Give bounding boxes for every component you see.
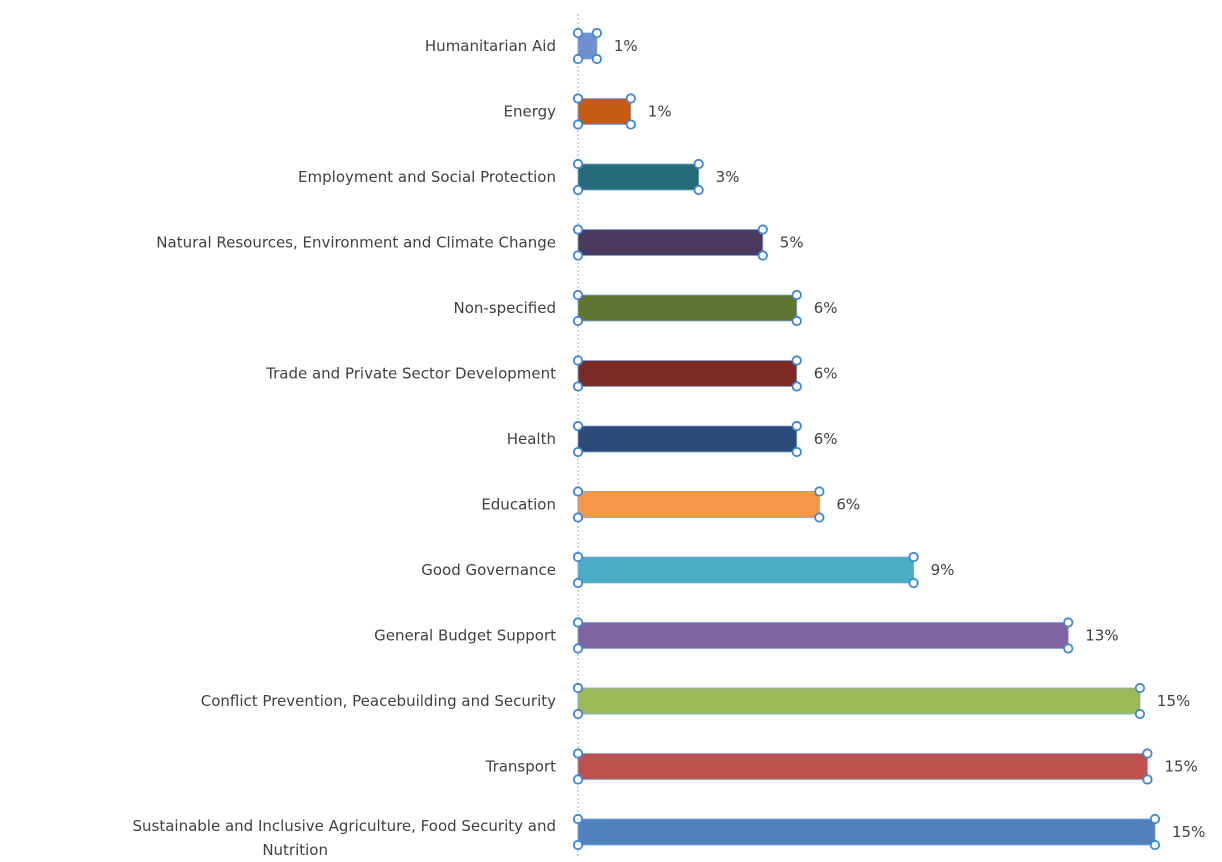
bar-employment-and-social-protection[interactable] [577,163,700,191]
labels-layer: Humanitarian Aid 1% Energy 1% Employment and… [132,37,1205,859]
selection-handle[interactable] [572,446,584,458]
selection-handle[interactable] [791,289,802,301]
selection-handle[interactable] [572,93,584,104]
selection-handle[interactable] [572,682,584,694]
selection-handle[interactable] [814,512,825,523]
category-label-transport: Transport [485,758,557,776]
selection-handle[interactable] [791,381,802,392]
selection-handle[interactable] [693,184,704,196]
category-label-conflict-prevention-peacebuilding-and-security: Conflict Prevention, Peacebuilding and S… [201,692,556,710]
selection-handle[interactable] [572,158,584,170]
value-label-education: 6% [836,496,860,514]
value-label-sustainable-and-inclusive-agriculture-food-security-and-nutrition: 15% [1172,823,1205,841]
selection-handle[interactable] [572,577,584,589]
selection-handle[interactable] [572,748,584,759]
selection-handle[interactable] [572,250,584,261]
value-label-conflict-prevention-peacebuilding-and-security: 15% [1157,692,1190,710]
bar-transport[interactable] [577,753,1148,780]
selection-handle[interactable] [572,551,584,563]
value-label-health: 6% [814,430,838,448]
bar-non-specified[interactable] [577,294,798,322]
bars-layer [572,27,1161,851]
selection-handle[interactable] [1134,682,1146,694]
bar-general-budget-support[interactable] [577,622,1069,649]
bar-natural-resources-environment-and-climate-change[interactable] [577,229,764,256]
selection-handle[interactable] [572,774,584,785]
bar-humanitarian-aid[interactable] [577,32,598,60]
value-label-trade-and-private-sector-development: 6% [814,365,838,383]
category-label-trade-and-private-sector-development: Trade and Private Sector Development [265,365,556,383]
bar-energy[interactable] [577,98,632,125]
selection-handle[interactable] [572,381,584,392]
category-label-sustainable-and-inclusive-agriculture-food-security-and-nutrition: Sustainable and Inclusive Agriculture, F… [132,817,556,858]
selection-handle[interactable] [1134,708,1146,720]
value-label-general-budget-support: 13% [1085,627,1118,645]
selection-handle[interactable] [572,486,584,497]
value-label-non-specified: 6% [814,299,838,317]
selection-handle[interactable] [791,446,802,458]
selection-handle[interactable] [572,355,584,366]
selection-handle[interactable] [572,839,584,851]
selection-handle[interactable] [757,250,768,261]
selection-handle[interactable] [591,27,602,39]
value-label-employment-and-social-protection: 3% [716,168,740,186]
selection-handle[interactable] [572,27,584,39]
selection-handle[interactable] [572,184,584,196]
selection-handle[interactable] [1149,813,1161,825]
selection-handle[interactable] [791,315,802,327]
selection-handle[interactable] [572,224,584,235]
value-label-good-governance: 9% [931,561,955,579]
selection-handle[interactable] [908,577,919,589]
selection-handle[interactable] [1142,748,1153,759]
value-label-transport: 15% [1164,758,1197,776]
selection-handle[interactable] [814,486,825,497]
selection-handle[interactable] [591,53,602,65]
selection-handle[interactable] [572,708,584,720]
value-label-humanitarian-aid: 1% [614,37,638,55]
selection-handle[interactable] [625,93,636,104]
category-label-education: Education [481,496,556,514]
selection-handle[interactable] [572,813,584,825]
selection-handle[interactable] [1149,839,1161,851]
value-label-energy: 1% [648,103,672,121]
category-label-energy: Energy [503,103,556,121]
selection-handle[interactable] [1063,643,1074,654]
bar-sustainable-and-inclusive-agriculture-food-security-and-nutrition[interactable] [577,818,1156,846]
bar-trade-and-private-sector-development[interactable] [577,360,798,387]
bar-education[interactable] [577,491,820,518]
selection-handle[interactable] [572,119,584,130]
selection-handle[interactable] [572,617,584,628]
category-label-good-governance: Good Governance [421,561,556,579]
selection-handle[interactable] [572,289,584,301]
category-label-humanitarian-aid: Humanitarian Aid [425,37,556,55]
selection-handle[interactable] [791,420,802,432]
category-label-health: Health [507,430,556,448]
category-label-general-budget-support: General Budget Support [374,627,556,645]
selection-handle[interactable] [791,355,802,366]
bar-conflict-prevention-peacebuilding-and-security[interactable] [577,687,1141,715]
selection-handle[interactable] [1142,774,1153,785]
value-label-natural-resources-environment-and-climate-change: 5% [780,234,804,252]
bar-good-governance[interactable] [577,556,915,584]
selection-handle[interactable] [572,643,584,654]
category-label-employment-and-social-protection: Employment and Social Protection [298,168,556,186]
category-label-natural-resources-environment-and-climate-change: Natural Resources, Environment and Clima… [156,234,556,252]
selection-handle[interactable] [572,53,584,65]
selection-handle[interactable] [572,315,584,327]
selection-handle[interactable] [757,224,768,235]
selection-handle[interactable] [625,119,636,130]
selection-handle[interactable] [1063,617,1074,628]
selection-handle[interactable] [572,512,584,523]
bar-health[interactable] [577,425,798,453]
selection-handle[interactable] [908,551,919,563]
category-label-non-specified: Non-specified [454,299,557,317]
selection-handle[interactable] [693,158,704,170]
selection-handle[interactable] [572,420,584,432]
